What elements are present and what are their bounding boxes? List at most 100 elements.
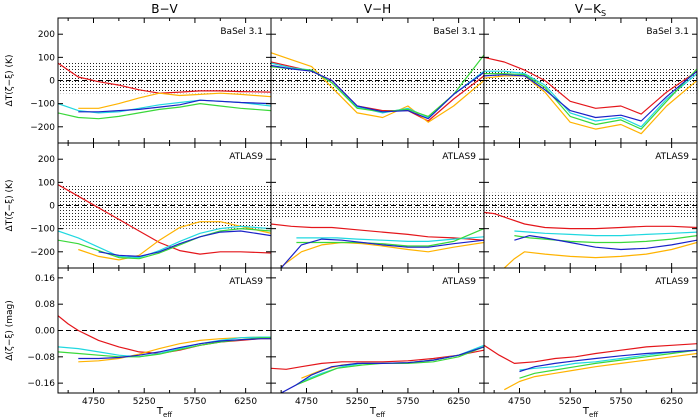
series-line bbox=[504, 352, 697, 391]
series-line bbox=[280, 346, 484, 393]
y-axis-label: ΔT(ζ−ξ) (K) bbox=[5, 55, 15, 107]
series-group bbox=[271, 344, 484, 393]
column-title-text: B−V bbox=[151, 2, 178, 16]
series-line bbox=[503, 241, 697, 268]
y-axis-label: ΔT(ζ−ξ) (K) bbox=[5, 180, 15, 232]
panel-r0-c2: BaSel 3.1 bbox=[483, 17, 698, 144]
series-group bbox=[271, 52, 484, 123]
panel-r1-c2: ATLAS9 bbox=[483, 142, 698, 269]
column-title-subscript: S bbox=[601, 9, 606, 18]
x-axis-label-main: T bbox=[582, 406, 590, 417]
x-tick-label: 5250 bbox=[559, 397, 582, 407]
series-line bbox=[514, 235, 697, 251]
x-axis-label-subscript: eff bbox=[163, 411, 172, 419]
x-tick-label: 5250 bbox=[133, 397, 156, 407]
series-line bbox=[484, 68, 697, 130]
x-tick-label: 5250 bbox=[346, 397, 369, 407]
column-title: V−KS bbox=[575, 2, 606, 18]
series-line bbox=[58, 336, 271, 358]
y-tick-label: −200 bbox=[30, 123, 55, 133]
panel-annotation: ATLAS9 bbox=[229, 152, 263, 162]
series-line bbox=[296, 236, 484, 242]
y-tick-label: 200 bbox=[38, 30, 55, 40]
x-axis-label: Teff bbox=[156, 406, 172, 419]
x-tick-label: 4750 bbox=[508, 397, 531, 407]
series-line bbox=[271, 52, 484, 123]
series-line bbox=[78, 99, 271, 113]
y-tick-label: 0.08 bbox=[35, 300, 55, 310]
series-line bbox=[271, 223, 484, 241]
x-tick-label: 4750 bbox=[295, 397, 318, 407]
series-line bbox=[280, 238, 484, 268]
x-axis-label-main: T bbox=[369, 406, 377, 417]
panel-annotation: ATLAS9 bbox=[229, 277, 263, 287]
series-group bbox=[58, 62, 271, 120]
y-tick-label: −100 bbox=[30, 225, 55, 235]
x-axis-label: Teff bbox=[369, 406, 385, 419]
x-axis-label-main: T bbox=[156, 406, 164, 417]
uncertainty-band bbox=[58, 185, 271, 229]
x-tick-label: 4750 bbox=[82, 397, 105, 407]
y-tick-label: −0.08 bbox=[27, 353, 55, 363]
series-line bbox=[280, 241, 484, 268]
y-tick-label: 0.16 bbox=[35, 274, 55, 284]
panel-annotation: ATLAS9 bbox=[655, 152, 689, 162]
x-tick-label: 6250 bbox=[447, 397, 470, 407]
panel-r2-c1: 4750 5250 5750 6250 ATLAS9 bbox=[270, 267, 485, 407]
series-group bbox=[484, 343, 697, 391]
panel-r0-c1: BaSel 3.1 bbox=[270, 17, 485, 144]
panel-r2-c2: 4750 5250 5750 6250 ATLAS9 bbox=[483, 267, 698, 407]
series-line bbox=[514, 230, 697, 237]
x-axis-label-subscript: eff bbox=[376, 411, 385, 419]
x-tick-label: 5750 bbox=[396, 397, 419, 407]
series-group bbox=[271, 223, 484, 268]
column-title-text: V−H bbox=[364, 2, 391, 16]
series-line bbox=[271, 64, 484, 120]
series-line bbox=[484, 56, 697, 115]
series-line bbox=[484, 211, 697, 230]
y-tick-label: −100 bbox=[30, 100, 55, 110]
y-tick-label: −0.16 bbox=[27, 379, 55, 389]
y-tick-label: −200 bbox=[30, 248, 55, 258]
x-tick-label: 5750 bbox=[183, 397, 206, 407]
panel-r1-c1: ATLAS9 bbox=[270, 142, 485, 269]
series-line bbox=[58, 225, 271, 259]
series-group bbox=[484, 56, 697, 135]
x-axis-label: Teff bbox=[582, 406, 598, 419]
panel-annotation: BaSel 3.1 bbox=[433, 27, 476, 37]
panel-annotation: BaSel 3.1 bbox=[646, 27, 689, 37]
y-tick-label: 200 bbox=[38, 155, 55, 165]
series-line bbox=[514, 235, 697, 244]
series-line bbox=[519, 349, 697, 373]
column-title: B−V bbox=[151, 2, 178, 16]
panel-r2-c0: 4750 5250 5750 6250 −0.16 −0.08 0.00 0.08 0.16 AT… bbox=[27, 267, 272, 407]
uncertainty-band bbox=[58, 61, 271, 94]
x-tick-label: 5750 bbox=[609, 397, 632, 407]
series-line bbox=[58, 102, 271, 120]
series-line bbox=[98, 230, 271, 257]
y-tick-label: 0 bbox=[49, 77, 55, 87]
x-tick-label: 6250 bbox=[660, 397, 683, 407]
series-line bbox=[296, 228, 484, 247]
series-line bbox=[58, 228, 271, 260]
series-group bbox=[58, 315, 271, 363]
y-axis-label: Δ(ζ−ξ) (mag) bbox=[5, 300, 15, 361]
series-line bbox=[58, 184, 271, 255]
panel-r0-c0: −200 −100 0 100 200 BaSel 3.1 bbox=[30, 17, 272, 144]
series-line bbox=[484, 343, 697, 364]
series-line bbox=[271, 349, 484, 370]
column-title: V−H bbox=[364, 2, 391, 16]
series-line bbox=[484, 70, 697, 122]
x-tick-label: 6250 bbox=[234, 397, 257, 407]
panel-annotation: BaSel 3.1 bbox=[220, 27, 263, 37]
panel-r1-c0: −200 −100 0 100 200 ATLAS9 bbox=[30, 142, 272, 269]
panel-annotation: ATLAS9 bbox=[655, 277, 689, 287]
series-group bbox=[484, 211, 697, 268]
x-axis-label-subscript: eff bbox=[589, 411, 598, 419]
series-line bbox=[78, 338, 271, 360]
series-line bbox=[296, 346, 484, 386]
series-line bbox=[78, 221, 271, 261]
series-line bbox=[519, 349, 697, 379]
series-group bbox=[58, 184, 271, 261]
